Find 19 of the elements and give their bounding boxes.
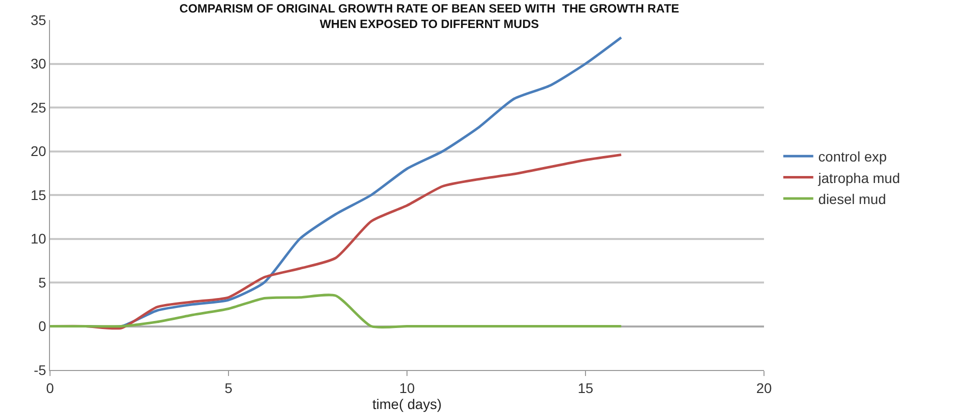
y-tick-label: 0: [38, 318, 46, 334]
legend-label: diesel mud: [818, 190, 886, 207]
line-series: [50, 294, 622, 329]
y-tick-label: 30: [30, 56, 46, 72]
x-axis-title: time( days): [372, 396, 442, 412]
y-tick-label: -5: [34, 362, 46, 378]
x-tick-label: 5: [224, 380, 233, 396]
x-tick-label: 20: [756, 380, 772, 396]
x-tick-label: 10: [399, 380, 415, 396]
y-tick-label: 10: [30, 230, 46, 247]
legend-label: control exp: [818, 148, 887, 165]
legend-label: jatropha mud: [817, 170, 900, 186]
x-tick-label: 15: [578, 380, 594, 396]
y-tick-label: 5: [38, 274, 46, 290]
y-tick-label: 35: [30, 12, 46, 28]
chart-title: COMPARISM OF ORIGINAL GROWTH RATE OF BEAN SEED WITH THE GROWTH RATE WHEN EXPOSED TO DIFFERNT MUDS: [179, 2, 680, 32]
y-tick-label: 25: [30, 99, 46, 116]
y-tick-label: 20: [30, 143, 46, 160]
y-tick-label: 15: [30, 186, 46, 203]
